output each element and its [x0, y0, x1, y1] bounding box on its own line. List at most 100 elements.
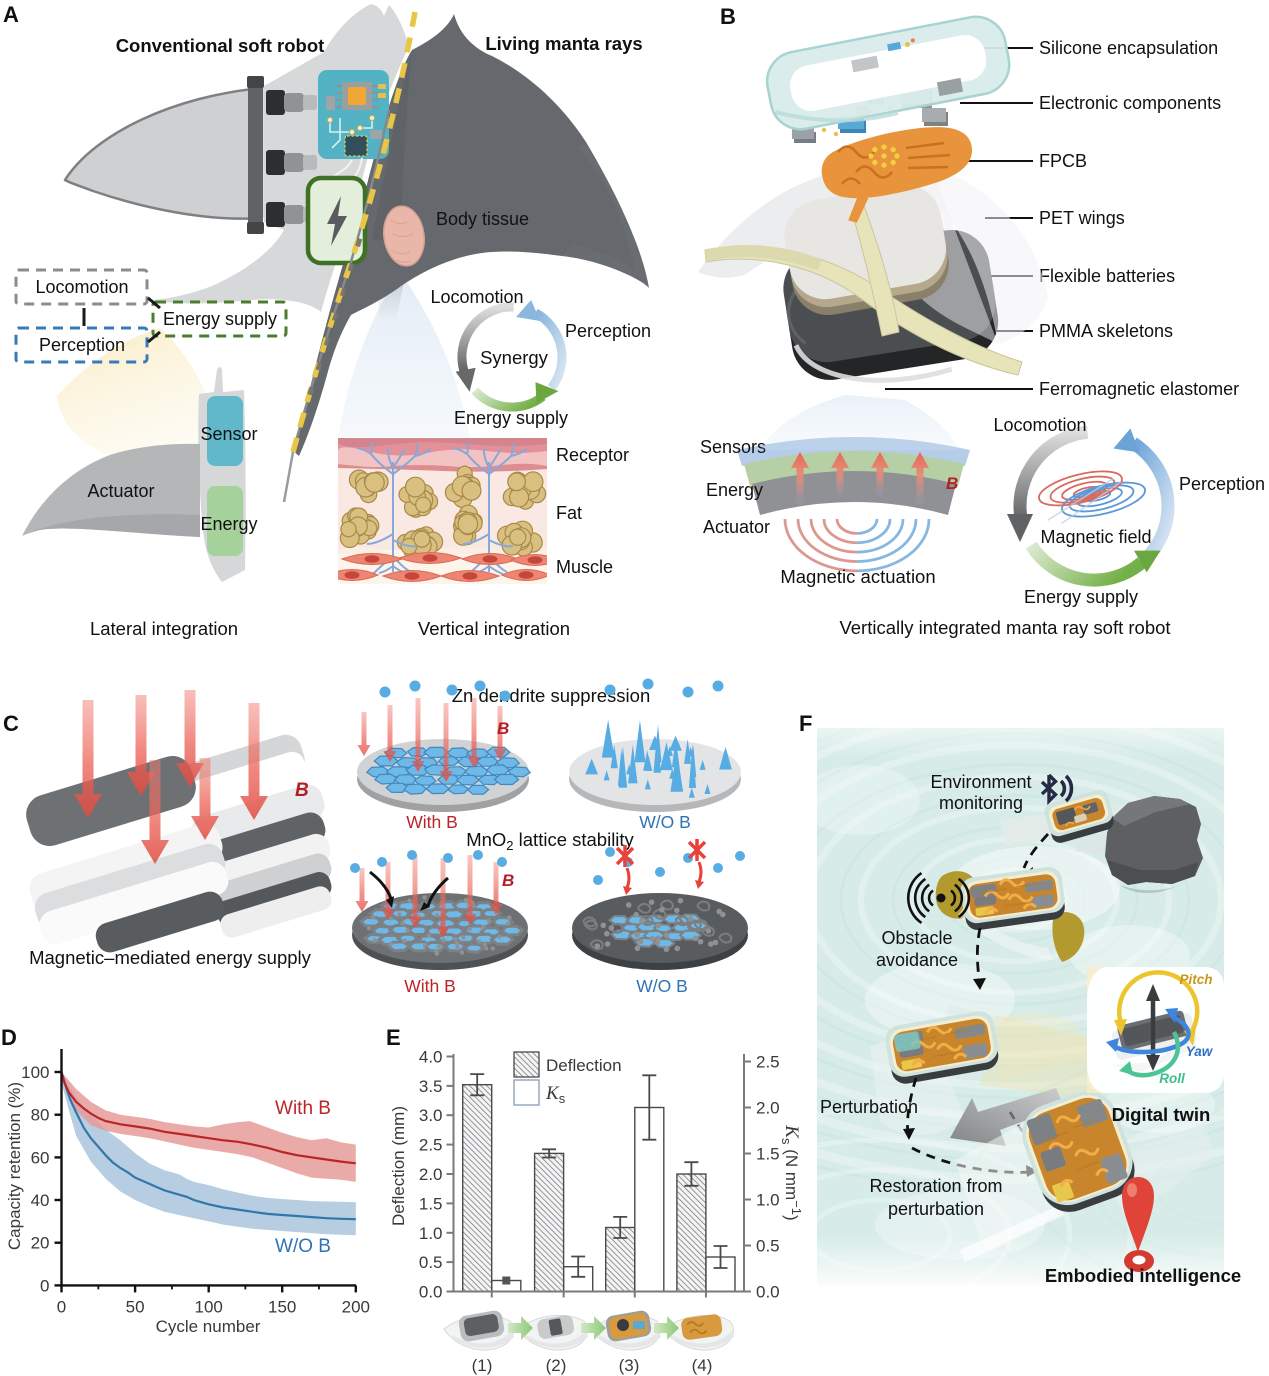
svg-text:(1): (1): [472, 1356, 493, 1375]
svg-text:Energy supply: Energy supply: [1024, 587, 1138, 607]
svg-text:Sensor: Sensor: [200, 424, 257, 444]
svg-text:Actuator: Actuator: [87, 481, 154, 501]
svg-text:Electronic components: Electronic components: [1039, 93, 1221, 113]
svg-text:Perception: Perception: [39, 335, 125, 355]
svg-text:Deflection (mm): Deflection (mm): [389, 1106, 408, 1226]
svg-text:Energy supply: Energy supply: [163, 309, 277, 329]
svg-text:Energy: Energy: [706, 480, 763, 500]
svg-text:Locomotion: Locomotion: [993, 415, 1086, 435]
svg-text:E: E: [386, 1025, 401, 1050]
svg-text:1.0: 1.0: [756, 1191, 780, 1210]
svg-text:0.5: 0.5: [419, 1253, 443, 1272]
svg-text:50: 50: [126, 1297, 145, 1316]
svg-text:W/O B: W/O B: [636, 976, 688, 996]
svg-text:Synergy: Synergy: [480, 347, 549, 368]
svg-text:Capacity retention (%): Capacity retention (%): [5, 1082, 24, 1250]
svg-text:With B: With B: [404, 976, 456, 996]
svg-text:60: 60: [31, 1148, 50, 1167]
svg-text:Muscle: Muscle: [556, 557, 613, 577]
svg-text:2.5: 2.5: [419, 1136, 443, 1155]
svg-text:Ferromagnetic elastomer: Ferromagnetic elastomer: [1039, 379, 1239, 399]
svg-text:With B: With B: [275, 1098, 331, 1119]
svg-text:Magnetic actuation: Magnetic actuation: [780, 566, 935, 587]
svg-text:C: C: [3, 711, 19, 736]
svg-text:B: B: [946, 474, 958, 493]
svg-text:Roll: Roll: [1159, 1071, 1185, 1086]
svg-text:1.0: 1.0: [419, 1224, 443, 1243]
svg-text:B: B: [497, 719, 509, 738]
svg-text:Body tissue: Body tissue: [436, 209, 529, 229]
svg-text:2.0: 2.0: [756, 1099, 780, 1118]
svg-text:2.5: 2.5: [756, 1053, 780, 1072]
svg-text:Restoration from: Restoration from: [869, 1176, 1002, 1196]
svg-text:Locomotion: Locomotion: [430, 287, 523, 307]
svg-text:100: 100: [21, 1063, 49, 1082]
svg-text:(3): (3): [619, 1356, 640, 1375]
svg-text:FPCB: FPCB: [1039, 151, 1087, 171]
svg-text:Vertical integration: Vertical integration: [418, 618, 570, 639]
svg-text:A: A: [3, 2, 19, 27]
svg-text:monitoring: monitoring: [939, 793, 1023, 813]
svg-text:Flexible batteries: Flexible batteries: [1039, 266, 1175, 286]
svg-text:Actuator: Actuator: [703, 517, 770, 537]
svg-text:0: 0: [40, 1276, 49, 1295]
svg-text:200: 200: [342, 1297, 370, 1316]
svg-text:(4): (4): [692, 1356, 713, 1375]
svg-text:Lateral integration: Lateral integration: [90, 618, 238, 639]
svg-text:4.0: 4.0: [419, 1048, 443, 1067]
svg-text:100: 100: [195, 1297, 223, 1316]
svg-text:80: 80: [31, 1106, 50, 1125]
svg-text:Digital twin: Digital twin: [1112, 1104, 1211, 1125]
svg-text:B: B: [720, 4, 736, 29]
svg-text:Pitch: Pitch: [1179, 972, 1212, 987]
svg-text:(2): (2): [546, 1356, 567, 1375]
svg-text:Sensors: Sensors: [700, 437, 766, 457]
svg-text:Ks (N mm−1): Ks (N mm−1): [779, 1124, 804, 1220]
svg-text:Silicone encapsulation: Silicone encapsulation: [1039, 38, 1218, 58]
svg-text:Receptor: Receptor: [556, 445, 629, 465]
svg-text:B: B: [502, 871, 514, 890]
svg-text:Energy supply: Energy supply: [454, 408, 568, 428]
svg-text:D: D: [1, 1025, 17, 1050]
svg-text:Environment: Environment: [930, 772, 1031, 792]
svg-text:Embodied intelligence: Embodied intelligence: [1045, 1265, 1241, 1286]
svg-text:0.5: 0.5: [756, 1237, 780, 1256]
svg-text:0: 0: [57, 1297, 66, 1316]
svg-text:Perception: Perception: [1179, 474, 1265, 494]
svg-text:1.5: 1.5: [756, 1145, 780, 1164]
svg-text:F: F: [799, 711, 812, 736]
svg-text:Magnetic–mediated energy suppl: Magnetic–mediated energy supply: [29, 947, 312, 968]
svg-text:20: 20: [31, 1234, 50, 1253]
svg-text:3.0: 3.0: [419, 1106, 443, 1125]
svg-text:Deflection: Deflection: [546, 1056, 622, 1075]
svg-text:40: 40: [31, 1191, 50, 1210]
svg-text:Energy: Energy: [200, 514, 257, 534]
svg-text:PMMA skeletons: PMMA skeletons: [1039, 321, 1173, 341]
svg-text:avoidance: avoidance: [876, 950, 958, 970]
svg-text:B: B: [295, 780, 309, 801]
svg-text:Cycle number: Cycle number: [156, 1317, 261, 1336]
svg-text:1.5: 1.5: [419, 1194, 443, 1213]
svg-text:Vertically integrated manta ra: Vertically integrated manta ray soft rob…: [839, 617, 1170, 638]
svg-text:Conventional soft robot: Conventional soft robot: [116, 35, 325, 56]
svg-text:W/O B: W/O B: [275, 1236, 331, 1257]
svg-text:Magnetic field: Magnetic field: [1040, 527, 1151, 547]
svg-text:Living manta rays: Living manta rays: [485, 33, 642, 54]
svg-text:0.0: 0.0: [756, 1283, 780, 1302]
svg-text:Yaw: Yaw: [1186, 1044, 1214, 1059]
svg-text:W/O B: W/O B: [639, 812, 691, 832]
svg-text:Zn dendrite suppression: Zn dendrite suppression: [452, 685, 650, 706]
svg-text:perturbation: perturbation: [888, 1199, 984, 1219]
svg-text:Perception: Perception: [565, 321, 651, 341]
svg-text:Perturbation: Perturbation: [820, 1097, 918, 1117]
svg-text:2.0: 2.0: [419, 1165, 443, 1184]
svg-text:3.5: 3.5: [419, 1077, 443, 1096]
svg-text:PET wings: PET wings: [1039, 208, 1125, 228]
svg-text:Obstacle: Obstacle: [881, 928, 952, 948]
svg-text:Fat: Fat: [556, 503, 582, 523]
svg-text:Locomotion: Locomotion: [35, 277, 128, 297]
svg-text:Ks: Ks: [545, 1083, 566, 1106]
svg-text:150: 150: [268, 1297, 296, 1316]
svg-text:0.0: 0.0: [419, 1283, 443, 1302]
svg-text:With B: With B: [406, 812, 458, 832]
